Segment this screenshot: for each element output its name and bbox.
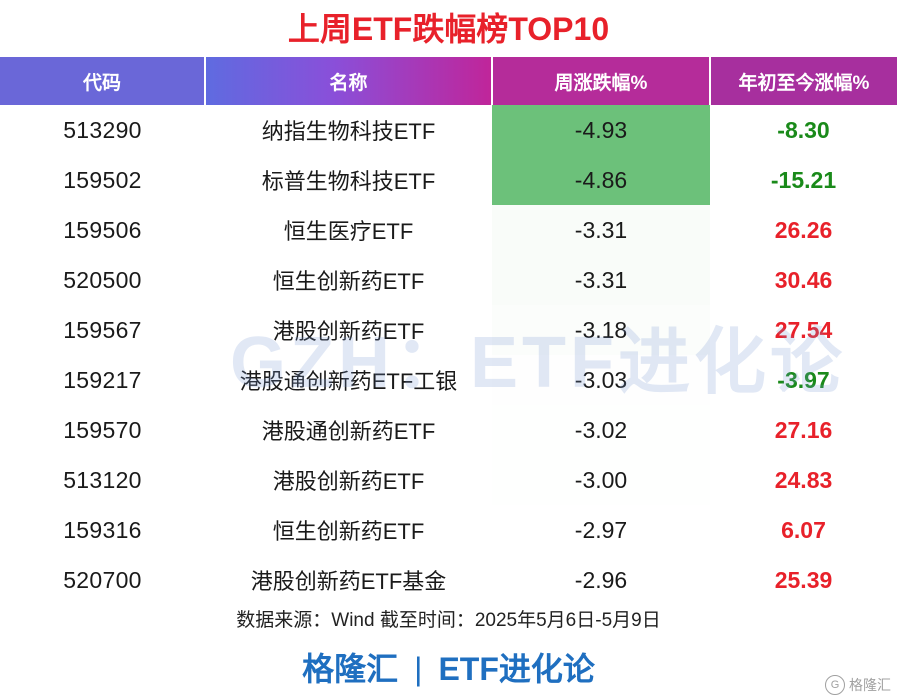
etf-name-cell: 港股通创新药ETF工银	[239, 369, 458, 394]
etf-name-cell: 港股通创新药ETF	[261, 419, 436, 444]
table-row: 159570 港股通创新药ETF -3.02 27.16	[0, 405, 897, 455]
footer-channel-name: ETF进化论	[438, 651, 595, 687]
etf-name-cell: 恒生创新药ETF	[272, 519, 425, 544]
etf-code-cell: 159217	[63, 366, 142, 393]
weekly-change-cell: -3.00	[492, 455, 710, 505]
etf-name-cell: 港股创新药ETF基金	[250, 569, 447, 594]
etf-code-cell: 159567	[63, 316, 142, 343]
footer-brand-name: 格隆汇	[302, 651, 399, 687]
ytd-change-cell: 30.46	[774, 266, 833, 293]
etf-code-cell: 159316	[63, 516, 142, 543]
table-row: 159316 恒生创新药ETF -2.97 6.07	[0, 505, 897, 555]
header-weekly-change: 周涨跌幅%	[492, 57, 711, 105]
weekly-change-cell: -3.18	[492, 305, 710, 355]
header-code: 代码	[0, 57, 206, 105]
weekly-change-cell: -3.31	[492, 205, 710, 255]
weekly-change-cell: -2.96	[492, 555, 710, 605]
ytd-change-cell: 27.16	[774, 416, 833, 443]
page-title: 上周ETF跌幅榜TOP10	[287, 11, 610, 47]
table-row: 159502 标普生物科技ETF -4.86 -15.21	[0, 155, 897, 205]
table-row: 513120 港股创新药ETF -3.00 24.83	[0, 455, 897, 505]
header-ytd-change: 年初至今涨幅%	[710, 57, 897, 105]
table-row: 159506 恒生医疗ETF -3.31 26.26	[0, 205, 897, 255]
weekly-change-cell: -3.31	[492, 255, 710, 305]
etf-code-cell: 159502	[63, 166, 142, 193]
table-row: 159567 港股创新药ETF -3.18 27.54	[0, 305, 897, 355]
etf-name-cell: 恒生医疗ETF	[283, 219, 414, 244]
weekly-change-cell: -4.93	[492, 105, 710, 155]
etf-name-cell: 港股创新药ETF	[272, 319, 425, 344]
etf-name-cell: 标普生物科技ETF	[261, 169, 436, 194]
etf-code-cell: 159506	[63, 216, 142, 243]
etf-code-cell: 159570	[63, 416, 142, 443]
corner-watermark: G 格隆汇	[825, 674, 891, 696]
ranking-table: 代码 名称 周涨跌幅% 年初至今涨幅% 513290 纳指生物科技ETF -4.93…	[0, 57, 897, 605]
ytd-change-cell: 24.83	[774, 466, 833, 493]
ytd-change-cell: 27.54	[774, 316, 833, 343]
table-row: 159217 港股通创新药ETF工银 -3.03 -3.97	[0, 355, 897, 405]
ytd-change-cell: -15.21	[770, 166, 837, 193]
footer-separator: |	[414, 651, 423, 687]
etf-code-cell: 520500	[63, 266, 142, 293]
etf-name-cell: 恒生创新药ETF	[272, 269, 425, 294]
etf-name-cell: 纳指生物科技ETF	[261, 119, 436, 144]
ytd-change-cell: 26.26	[774, 216, 833, 243]
weekly-change-cell: -3.02	[492, 405, 710, 455]
ytd-change-cell: -8.30	[777, 116, 830, 143]
footer-brand: 格隆汇 | ETF进化论	[0, 645, 897, 693]
data-source-note: 数据来源：Wind 截至时间：2025年5月6日-5月9日	[236, 610, 661, 631]
weekly-change-cell: -2.97	[492, 505, 710, 555]
weekly-change-cell: -3.03	[492, 355, 710, 405]
header-name: 名称	[205, 57, 493, 105]
ytd-change-cell: -3.97	[777, 366, 830, 393]
table-row: 520500 恒生创新药ETF -3.31 30.46	[0, 255, 897, 305]
corner-watermark-text: 格隆汇	[849, 677, 891, 693]
table-row: 520700 港股创新药ETF基金 -2.96 25.39	[0, 555, 897, 605]
etf-code-cell: 513290	[63, 116, 142, 143]
table-header-row: 代码 名称 周涨跌幅% 年初至今涨幅%	[0, 57, 897, 105]
weekly-change-cell: -4.86	[492, 155, 710, 205]
etf-code-cell: 513120	[63, 466, 142, 493]
gelonghui-logo-icon: G	[825, 675, 845, 695]
etf-code-cell: 520700	[63, 566, 142, 593]
ytd-change-cell: 6.07	[781, 516, 826, 543]
etf-name-cell: 港股创新药ETF	[272, 469, 425, 494]
ytd-change-cell: 25.39	[774, 566, 833, 593]
table-row: 513290 纳指生物科技ETF -4.93 -8.30	[0, 105, 897, 155]
